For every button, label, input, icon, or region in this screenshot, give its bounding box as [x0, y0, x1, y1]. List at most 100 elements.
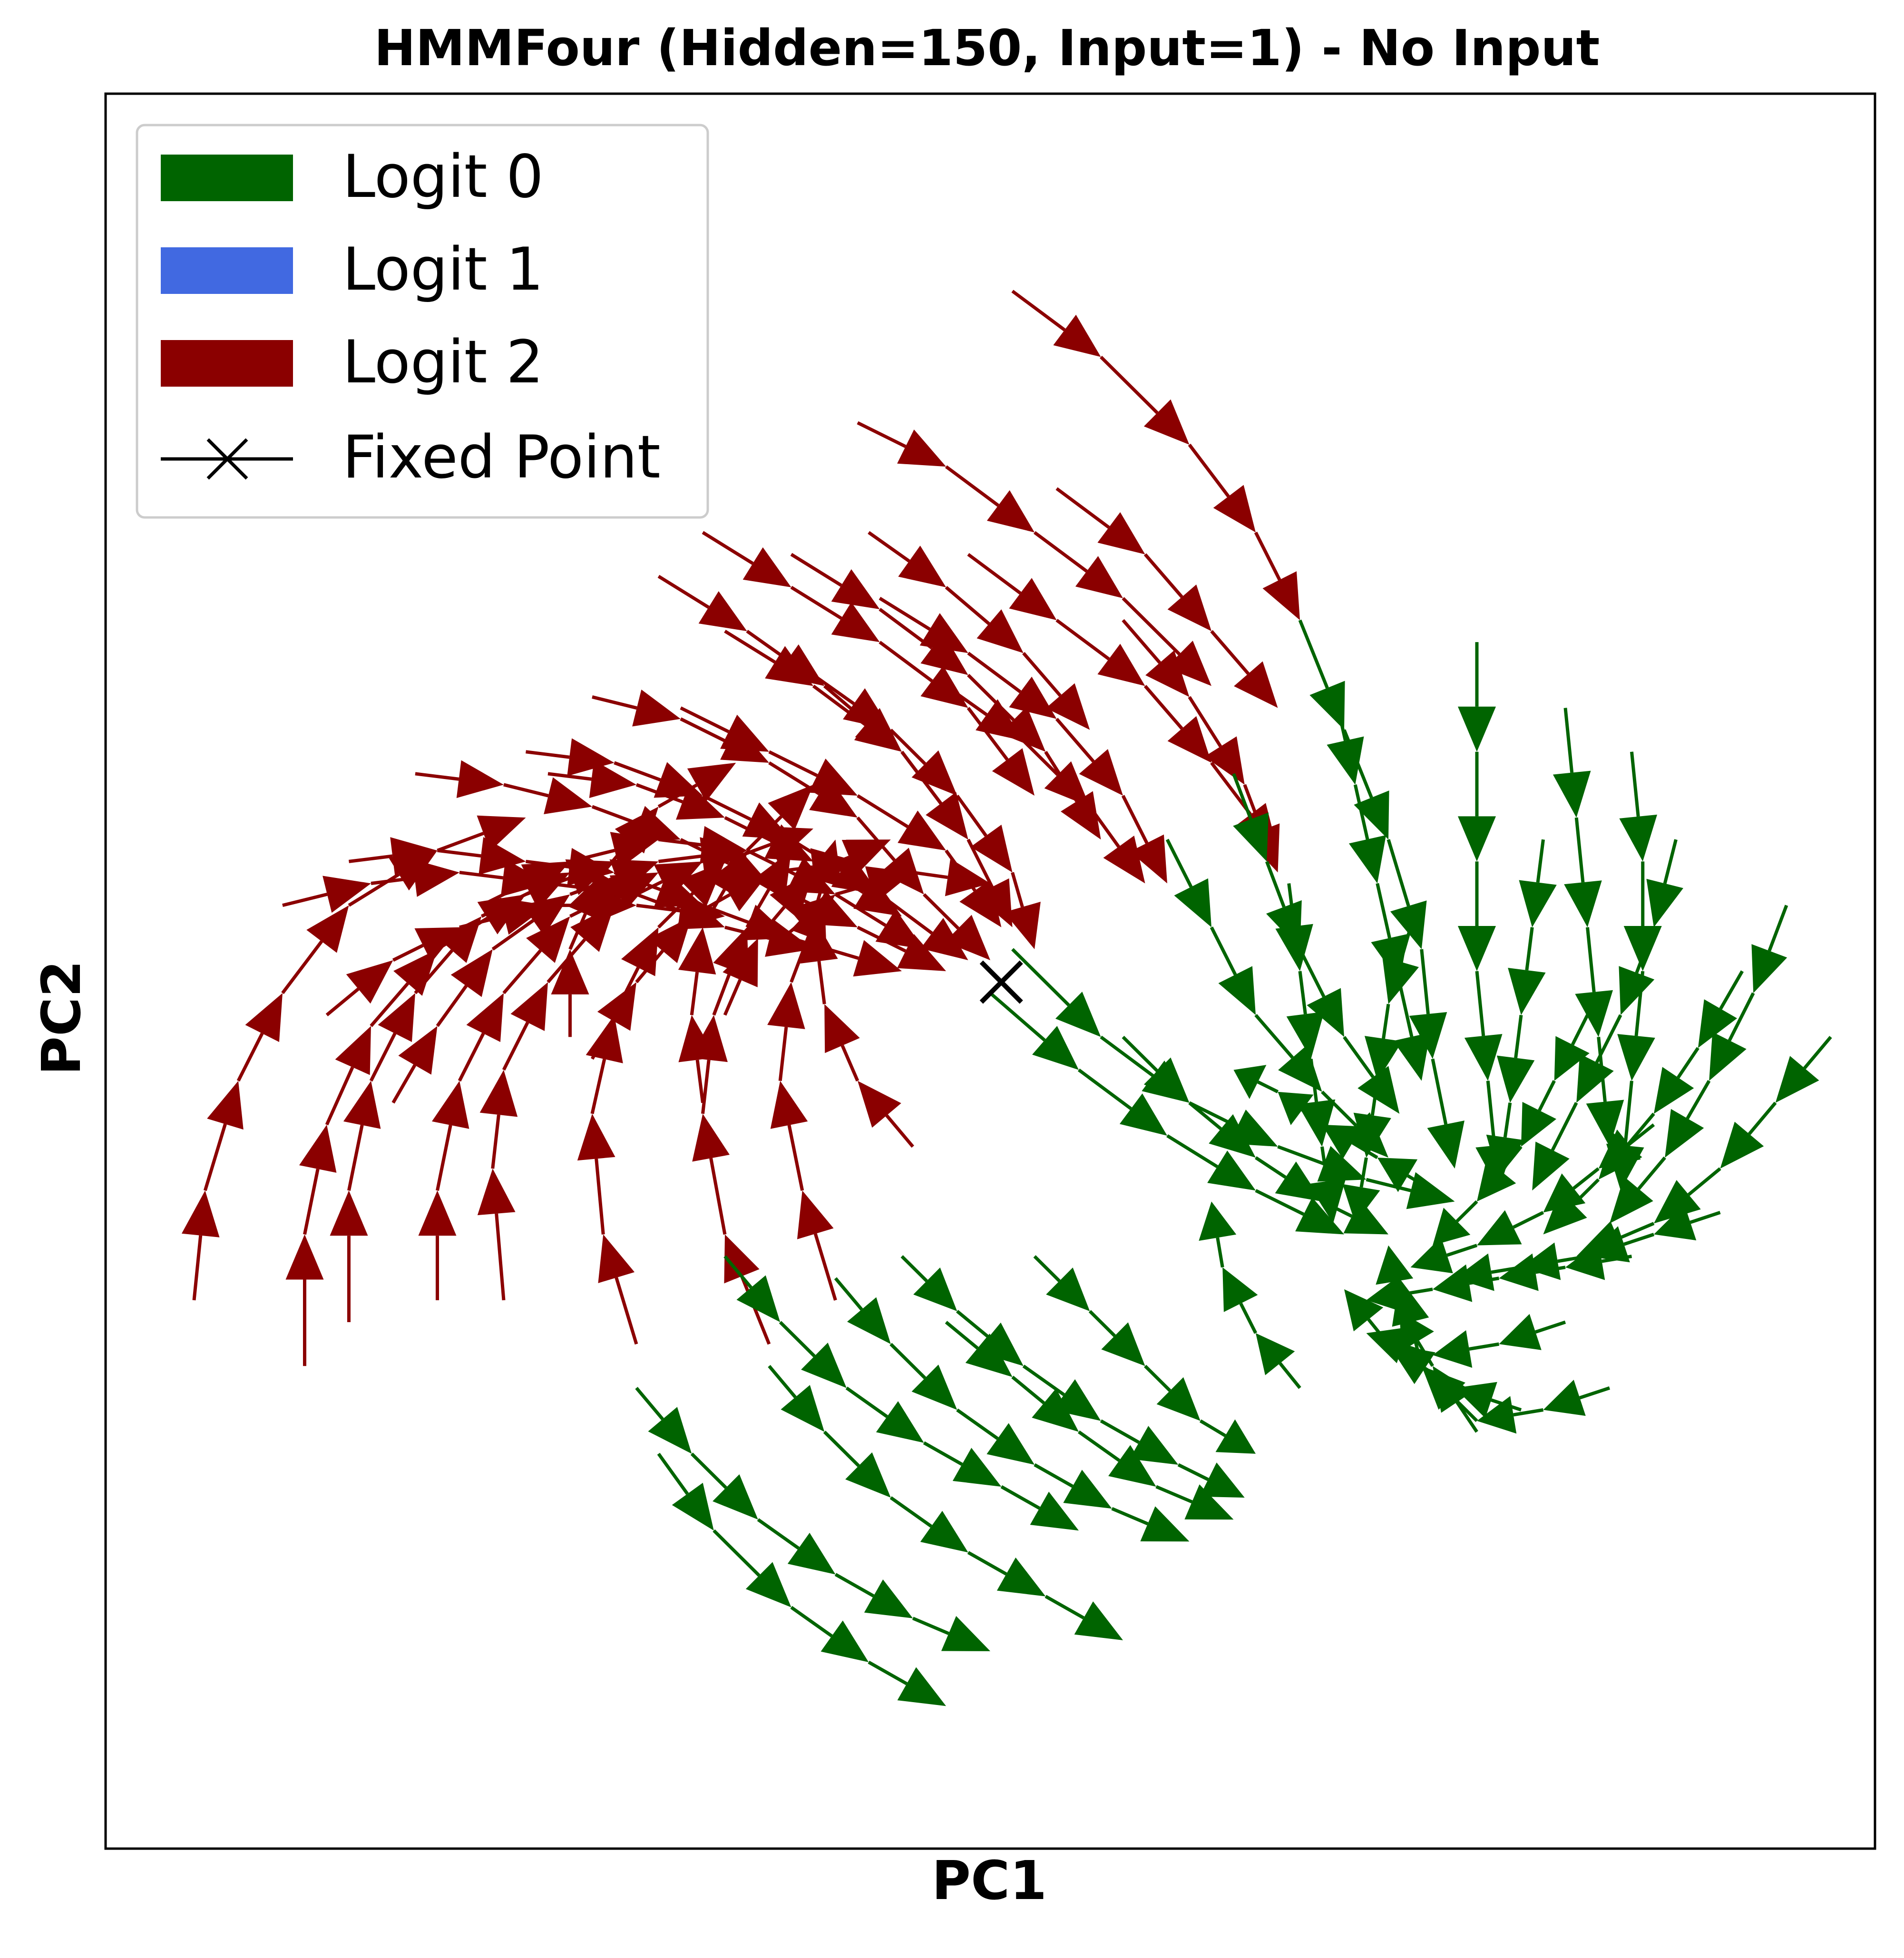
- arrow-head: [343, 1081, 381, 1129]
- arrow-head: [1275, 924, 1313, 971]
- arrow-shaft: [1551, 1102, 1578, 1151]
- arrow-head: [609, 859, 659, 895]
- arrow-shaft: [845, 1386, 889, 1418]
- arrow-head: [1532, 1141, 1570, 1191]
- arrow-head: [335, 1026, 371, 1075]
- arrow-head: [676, 784, 725, 820]
- arrow-head: [479, 1070, 518, 1117]
- arrow-shaft: [1595, 1014, 1622, 1063]
- arrow-shaft: [834, 1573, 875, 1598]
- arrow-head: [720, 872, 769, 912]
- arrow-shaft: [1617, 1222, 1655, 1240]
- arrow-shaft: [1188, 1101, 1222, 1130]
- arrow-shaft: [769, 865, 813, 874]
- arrow-head: [1222, 1267, 1258, 1312]
- arrow-shaft: [1011, 1375, 1045, 1404]
- arrow-head: [976, 609, 1024, 653]
- arrow-head: [1215, 1419, 1256, 1454]
- arrow-shaft: [1563, 708, 1574, 773]
- arrow-head: [1004, 902, 1041, 949]
- arrow-head: [322, 876, 371, 913]
- arrow-shaft: [636, 904, 681, 913]
- arrow-shaft: [817, 961, 826, 1004]
- arrow-head: [1654, 1067, 1694, 1114]
- arrow-shaft: [695, 1060, 704, 1103]
- trajectory-logit-2: [391, 837, 747, 1104]
- arrow-head: [820, 1620, 869, 1662]
- arrow-shaft: [236, 1033, 264, 1082]
- trajectory-logit-2: [590, 848, 858, 1060]
- arrow-shaft: [1122, 619, 1162, 664]
- arrow-shaft: [1279, 1362, 1301, 1389]
- arrow-shaft: [967, 707, 1009, 761]
- arrow-head: [1032, 1026, 1079, 1070]
- arrow-head: [1156, 1377, 1201, 1421]
- arrow-shaft: [1382, 1003, 1390, 1039]
- arrow-shaft: [415, 772, 459, 781]
- arrow-head: [1508, 967, 1546, 1015]
- trajectory-logit-2: [657, 575, 968, 840]
- arrow-head: [1097, 643, 1145, 686]
- arrow-shaft: [635, 1387, 664, 1421]
- arrow-head: [713, 1474, 758, 1520]
- arrow-head: [1000, 706, 1046, 752]
- arrow-shaft: [768, 1364, 797, 1399]
- arrow-shaft: [1455, 1200, 1478, 1223]
- arrow-head: [920, 665, 968, 708]
- arrow-head: [919, 613, 968, 653]
- arrow-head: [767, 982, 805, 1029]
- arrow-shaft: [745, 888, 771, 928]
- arrow-head: [920, 1510, 968, 1553]
- arrow-shaft: [812, 856, 850, 874]
- arrow-head: [847, 1297, 891, 1344]
- arrow-shaft: [912, 870, 948, 879]
- arrow-shaft: [1663, 839, 1678, 884]
- arrow-head: [1410, 1237, 1453, 1274]
- arrow-shaft: [1635, 926, 1656, 974]
- arrow-head: [752, 850, 791, 899]
- arrow-shaft: [945, 684, 988, 716]
- arrow-shaft: [1475, 971, 1485, 1036]
- arrow-shaft: [1572, 1167, 1600, 1190]
- arrow-head: [698, 591, 747, 632]
- arrow-head: [1130, 834, 1167, 884]
- arrow-head: [648, 916, 692, 964]
- arrow-shaft: [1628, 1123, 1655, 1146]
- arrow-shaft: [1637, 1156, 1666, 1190]
- fixed-point-layer: [979, 960, 1023, 1004]
- arrow-shaft: [1210, 926, 1237, 975]
- arrow-head: [1174, 878, 1211, 927]
- arrow-shaft: [595, 1159, 605, 1235]
- arrow-shaft: [1143, 685, 1183, 730]
- arrow-shaft: [768, 750, 818, 777]
- trajectory-logit-2: [1011, 290, 1300, 620]
- arrow-head: [1200, 1462, 1245, 1498]
- arrow-shaft: [282, 892, 328, 907]
- arrow-shaft: [879, 608, 933, 650]
- arrow-shaft: [502, 949, 542, 994]
- arrow-shaft: [1254, 1013, 1294, 1059]
- arrow-shaft: [967, 652, 1022, 693]
- arrow-head: [1427, 1120, 1465, 1169]
- trajectory-logit-0: [1532, 839, 1684, 1191]
- arrow-shaft: [702, 531, 754, 565]
- arrow-head: [526, 916, 570, 963]
- legend-label-fixed-point: Fixed Point: [342, 423, 661, 492]
- arrow-head: [723, 938, 758, 987]
- arrow-head: [911, 750, 957, 796]
- arrow-shaft: [712, 969, 733, 1016]
- arrow-head: [648, 1407, 692, 1454]
- legend-swatch-logit-2: [161, 340, 293, 387]
- arrow-head: [1720, 1121, 1764, 1169]
- arrow-head: [824, 1004, 860, 1053]
- arrow-head: [181, 1190, 220, 1237]
- arrow-head: [853, 940, 902, 977]
- arrow-head: [1286, 1012, 1325, 1059]
- trajectory-logit-0: [1342, 926, 1419, 1224]
- arrow-head: [1376, 1245, 1414, 1285]
- arrow-shaft: [1011, 872, 1024, 908]
- legend-label-logit-1: Logit 1: [342, 235, 544, 304]
- arrow-head: [809, 778, 858, 818]
- arrow-head: [1598, 1130, 1641, 1169]
- arrow-head: [959, 879, 1002, 927]
